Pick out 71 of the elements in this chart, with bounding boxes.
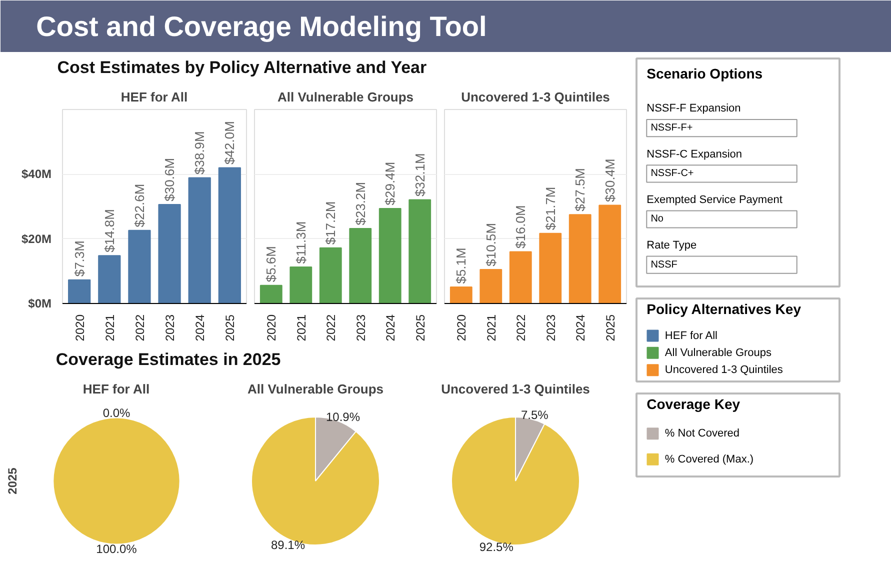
y-tick-label: $20M bbox=[21, 232, 52, 246]
text: $32.1M bbox=[412, 153, 428, 196]
text: $17.2M bbox=[323, 201, 338, 245]
text: 0.0% bbox=[102, 406, 130, 420]
x-tick-label: 2022 bbox=[132, 314, 147, 342]
x-tick-label: 2025 bbox=[413, 314, 428, 342]
y-tick-label: $0M bbox=[28, 296, 52, 310]
data-label: 7.5% bbox=[520, 408, 549, 422]
data-label: 89.1% bbox=[270, 538, 306, 552]
text: $5.1M bbox=[454, 248, 469, 284]
x-tick-label: 2024 bbox=[384, 314, 398, 342]
x-tick-label: 2024 bbox=[574, 314, 588, 342]
text: $29.4M bbox=[382, 162, 398, 206]
text: $16.0M bbox=[513, 205, 528, 249]
text: $38.9M bbox=[192, 131, 208, 174]
x-tick-label: 2021 bbox=[294, 314, 308, 342]
x-tick-label: 2020 bbox=[454, 314, 469, 342]
text: NSSF-C Expansion bbox=[646, 148, 742, 160]
text: $11.3M bbox=[293, 221, 308, 264]
text: Rate Type bbox=[646, 239, 697, 252]
legend-label: % Covered (Max.) bbox=[664, 453, 754, 466]
text: NSSF bbox=[650, 259, 678, 270]
x-tick-label: 2021 bbox=[484, 314, 498, 342]
data-label: 92.5% bbox=[479, 540, 514, 554]
text: No bbox=[650, 214, 664, 225]
chart-subtitle: HEF for All bbox=[82, 382, 150, 396]
x-tick-label: 2023 bbox=[354, 314, 368, 342]
x-tick-label: 2021 bbox=[102, 314, 117, 342]
text: $42.0M bbox=[222, 121, 238, 164]
legend-label: All Vulnerable Groups bbox=[664, 346, 772, 359]
x-tick-label: 2022 bbox=[514, 314, 528, 342]
text: Scenario Options bbox=[646, 65, 763, 82]
text: $27.5M bbox=[572, 168, 588, 212]
data-label: 100.0% bbox=[96, 542, 138, 556]
text: $30.6M bbox=[162, 158, 178, 202]
text: $10.5M bbox=[483, 222, 498, 266]
legend-title: Policy Alternatives Key bbox=[646, 300, 802, 317]
x-tick-label: 2020 bbox=[264, 314, 279, 342]
x-tick-label: 2025 bbox=[603, 314, 618, 342]
text: $30.4M bbox=[602, 158, 618, 202]
text: NSSF-C+ bbox=[650, 168, 694, 180]
chart-title: Cost Estimates by Policy Alternative and Year bbox=[57, 58, 428, 77]
legend-label: Uncovered 1-3 Quintiles bbox=[664, 364, 784, 376]
x-tick-label: 2024 bbox=[193, 314, 208, 342]
x-tick-label: 2020 bbox=[72, 314, 87, 342]
text: Cost and Coverage Modeling Tool bbox=[36, 11, 487, 42]
text: 2025 bbox=[6, 467, 20, 494]
text: NSSF-F+ bbox=[650, 122, 693, 134]
x-tick-label: 2022 bbox=[324, 314, 338, 342]
chart-subtitle: Uncovered 1-3 Quintiles bbox=[461, 90, 610, 104]
chart-subtitle: All Vulnerable Groups bbox=[247, 382, 384, 396]
legend-label: % Not Covered bbox=[664, 428, 740, 440]
text: $21.7M bbox=[542, 186, 558, 230]
chart-subtitle: Uncovered 1-3 Quintiles bbox=[441, 382, 590, 396]
text: $14.8M bbox=[102, 209, 117, 252]
legend-label: HEF for All bbox=[664, 330, 718, 342]
text: NSSF-F Expansion bbox=[646, 102, 741, 115]
chart-subtitle: All Vulnerable Groups bbox=[277, 90, 414, 104]
x-tick-label: 2023 bbox=[544, 314, 558, 342]
chart-title: Coverage Estimates in 2025 bbox=[56, 350, 281, 369]
text: $23.2M bbox=[352, 182, 368, 226]
text: Exempted Service Payment bbox=[646, 194, 782, 206]
x-tick-label: 2023 bbox=[163, 314, 178, 342]
x-tick-label: 2025 bbox=[223, 314, 238, 342]
data-label: 10.9% bbox=[326, 410, 360, 424]
text: $5.6M bbox=[264, 246, 279, 282]
text: $7.3M bbox=[72, 240, 87, 277]
text: $22.6M bbox=[132, 184, 147, 228]
y-tick-label: $40M bbox=[21, 167, 52, 182]
chart-subtitle: HEF for All bbox=[120, 90, 188, 104]
legend-title: Coverage Key bbox=[646, 396, 740, 412]
